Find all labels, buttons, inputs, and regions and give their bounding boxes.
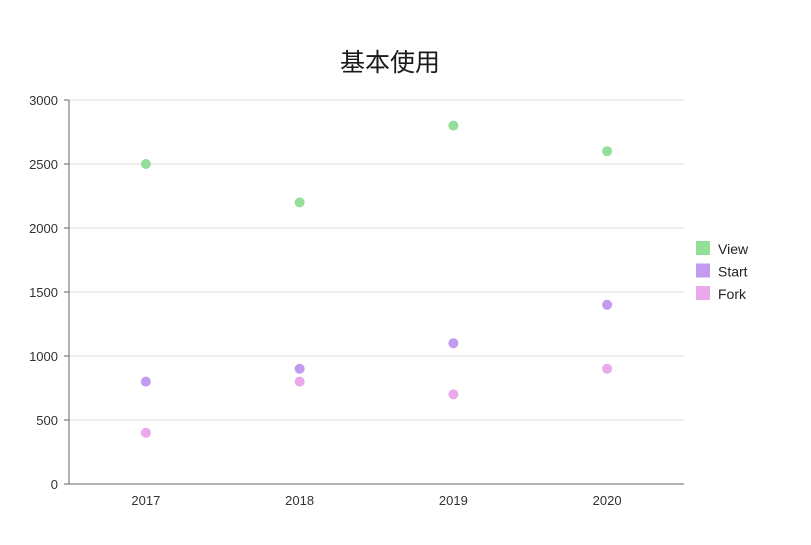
grid-lines (69, 99, 684, 421)
data-point-view[interactable] (294, 197, 305, 208)
y-tick-label: 1500 (29, 285, 58, 300)
legend-label-view[interactable]: View (718, 241, 749, 257)
x-tick-label: 2018 (285, 493, 314, 508)
legend: View Start Fork (696, 241, 749, 302)
legend-swatch-view[interactable] (696, 241, 710, 255)
data-point-view[interactable] (602, 146, 613, 157)
data-point-start[interactable] (140, 376, 151, 387)
data-point-fork[interactable] (294, 376, 305, 387)
legend-label-fork[interactable]: Fork (718, 286, 747, 302)
data-point-start[interactable] (294, 363, 305, 374)
y-tick-label: 500 (36, 413, 58, 428)
legend-swatch-start[interactable] (696, 263, 710, 278)
x-tick-label: 2019 (439, 493, 468, 508)
data-points (140, 120, 613, 438)
legend-label-start[interactable]: Start (718, 264, 748, 280)
x-tick-label: 2017 (131, 493, 160, 508)
y-tick-label: 2000 (29, 221, 58, 236)
y-tick-label: 2500 (29, 157, 58, 172)
data-point-fork[interactable] (602, 363, 613, 374)
data-point-start[interactable] (448, 338, 459, 349)
y-tick-label: 3000 (29, 93, 58, 108)
axes (64, 99, 684, 485)
data-point-fork[interactable] (140, 427, 151, 438)
data-point-start[interactable] (602, 299, 613, 310)
legend-swatch-fork[interactable] (696, 286, 710, 300)
data-point-view[interactable] (448, 120, 459, 131)
x-tick-label: 2020 (593, 493, 622, 508)
data-point-view[interactable] (140, 159, 151, 169)
tick-labels: 0 500 1000 1500 2000 2500 3000 2017 2018 2019 2020 (29, 93, 622, 508)
y-tick-label: 0 (51, 477, 58, 492)
y-tick-label: 1000 (29, 349, 58, 364)
data-point-fork[interactable] (448, 389, 459, 400)
chart-title: 基本使用 (339, 48, 440, 77)
